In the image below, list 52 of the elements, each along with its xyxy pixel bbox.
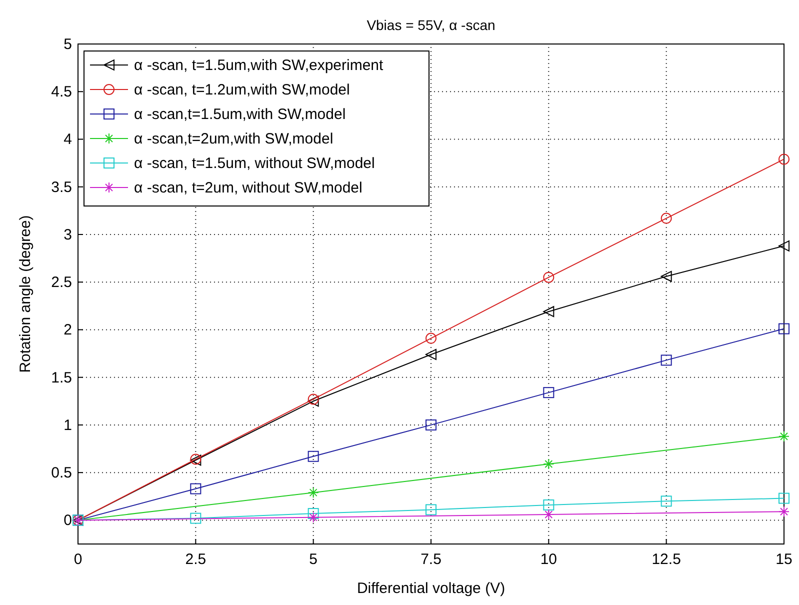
point (308, 508, 319, 520)
y-tick-label: 3.5 (51, 178, 72, 196)
point (543, 499, 554, 510)
y-tick-label: 0 (64, 512, 72, 530)
point (543, 306, 554, 318)
point (660, 270, 672, 282)
y-tick-label: 3 (64, 226, 72, 244)
point (660, 496, 672, 507)
y-tick-label: 5 (64, 36, 72, 53)
x-tick-label: 15 (776, 551, 792, 568)
legend-label: α -scan, t=2um, without SW,model (134, 180, 362, 196)
y-tick-label: 4.5 (51, 84, 72, 101)
point (543, 387, 554, 398)
point (778, 154, 790, 165)
point (778, 492, 790, 504)
x-tick-label: 12.5 (652, 551, 681, 568)
y-tick-label: 2 (64, 322, 72, 339)
point (190, 512, 202, 524)
point (660, 354, 672, 366)
y-tick-label: 0.5 (51, 464, 72, 482)
point (190, 483, 202, 494)
x-tick-label: 7.5 (420, 551, 442, 568)
legend-label: α -scan, t=1.5um,with SW,experiment (134, 57, 384, 74)
point (660, 212, 672, 224)
point (778, 323, 790, 334)
y-axis-title: Rotation angle (degree) (17, 215, 34, 373)
point (426, 419, 436, 430)
point (308, 487, 319, 498)
chart-title: Vbias = 55V, α -scan (366, 17, 496, 33)
x-tick-label: 10 (540, 551, 558, 568)
legend-label: α -scan, t=1.5um, without SW,model (134, 155, 375, 172)
legend-label: α -scan, t=1.2um,with SW,model (134, 82, 350, 98)
point (543, 458, 554, 470)
y-tick-label: 1.5 (51, 369, 72, 386)
point (426, 332, 436, 344)
point (778, 430, 790, 442)
point (308, 512, 319, 523)
legend-label: α -scan,t=1.5um,with SW,model (134, 106, 346, 123)
point (543, 508, 554, 520)
point (426, 348, 436, 360)
y-tick-label: 1 (64, 416, 72, 434)
y-tick-label: 2.5 (51, 274, 72, 292)
x-tick-label: 5 (309, 551, 318, 568)
point (778, 506, 790, 518)
point (426, 504, 436, 516)
point (308, 450, 319, 462)
y-tick-label: 4 (64, 131, 72, 148)
x-axis-title: Differential voltage (V) (356, 580, 506, 597)
point (778, 240, 790, 252)
legend-label: α -scan,t=2um,with SW,model (134, 130, 334, 148)
point (543, 272, 554, 283)
x-tick-label: 2.5 (185, 551, 206, 568)
